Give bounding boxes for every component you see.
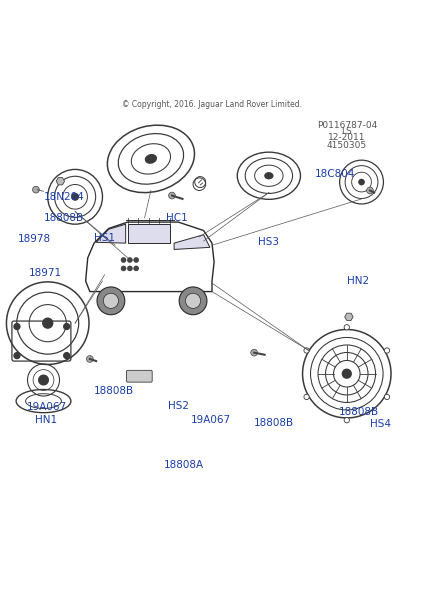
Polygon shape: [96, 224, 126, 243]
Circle shape: [367, 187, 373, 194]
Text: 18808B: 18808B: [94, 386, 134, 395]
Circle shape: [384, 348, 390, 353]
Circle shape: [121, 257, 126, 263]
Circle shape: [179, 287, 207, 315]
Text: LS: LS: [341, 127, 352, 136]
Circle shape: [86, 356, 93, 362]
Text: 12-2011: 12-2011: [328, 133, 365, 142]
Text: HC1: HC1: [166, 213, 187, 223]
Circle shape: [127, 266, 132, 271]
Polygon shape: [174, 235, 210, 250]
Text: 4150305: 4150305: [327, 141, 367, 150]
Text: HN1: HN1: [35, 415, 57, 425]
FancyBboxPatch shape: [126, 370, 152, 382]
Text: 19A067: 19A067: [191, 415, 231, 425]
Circle shape: [384, 394, 390, 400]
Circle shape: [121, 266, 126, 271]
Circle shape: [185, 293, 201, 308]
Ellipse shape: [145, 155, 156, 163]
Circle shape: [14, 353, 20, 359]
Text: © Copyright, 2016. Jaguar Land Rover Limited.: © Copyright, 2016. Jaguar Land Rover Lim…: [122, 100, 302, 109]
Text: 18808B: 18808B: [338, 407, 379, 416]
Circle shape: [97, 287, 125, 315]
Circle shape: [33, 186, 39, 193]
Circle shape: [64, 323, 70, 329]
Circle shape: [342, 369, 351, 378]
Text: P0116787-04: P0116787-04: [317, 121, 377, 130]
Text: HS1: HS1: [94, 233, 115, 242]
Circle shape: [72, 194, 78, 200]
Text: HS3: HS3: [258, 237, 279, 247]
Text: HS4: HS4: [370, 419, 391, 429]
Circle shape: [304, 394, 309, 400]
Ellipse shape: [265, 173, 273, 179]
Text: 18978: 18978: [18, 234, 51, 244]
Circle shape: [43, 318, 53, 328]
Circle shape: [344, 418, 349, 423]
Circle shape: [134, 266, 139, 271]
Circle shape: [103, 293, 118, 308]
Text: HN2: HN2: [347, 276, 369, 286]
Circle shape: [251, 349, 257, 356]
Circle shape: [64, 353, 70, 359]
Text: 18808B: 18808B: [254, 418, 294, 428]
Polygon shape: [128, 224, 170, 243]
Circle shape: [127, 257, 132, 263]
Text: 18808B: 18808B: [44, 213, 84, 223]
Circle shape: [304, 348, 309, 353]
Circle shape: [359, 179, 364, 185]
Circle shape: [344, 325, 349, 330]
Text: 18N204: 18N204: [44, 192, 84, 202]
Circle shape: [169, 192, 176, 199]
Text: 18971: 18971: [29, 268, 62, 278]
Polygon shape: [345, 313, 353, 320]
PathPatch shape: [86, 222, 214, 292]
Text: 18808A: 18808A: [164, 460, 204, 470]
Text: 19A067: 19A067: [27, 403, 67, 412]
Text: HS2: HS2: [168, 401, 189, 411]
Circle shape: [39, 375, 48, 385]
Circle shape: [14, 323, 20, 329]
Polygon shape: [56, 178, 64, 185]
Text: 18C804: 18C804: [315, 169, 356, 179]
Circle shape: [134, 257, 139, 263]
